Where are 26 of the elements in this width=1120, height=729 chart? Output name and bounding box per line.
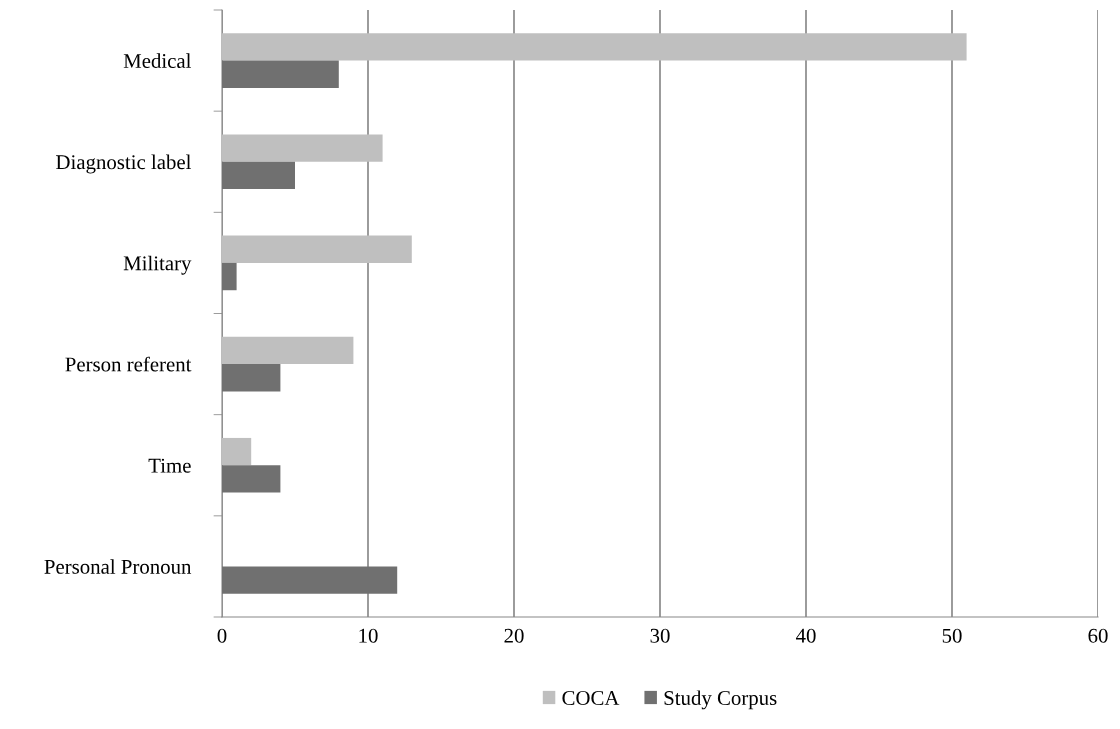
x-tick-label: 10	[359, 628, 378, 643]
x-tick-label: 60	[1088, 628, 1108, 643]
x-tick-label: 30	[650, 628, 670, 643]
y-tick-label: Diagnostic label	[56, 154, 192, 174]
x-tick-label: 40	[795, 628, 816, 643]
x-tick-label: 0	[217, 628, 227, 643]
x-tick-label: 50	[942, 628, 962, 643]
y-tick-label: Personal Pronoun	[44, 559, 192, 574]
x-tick-label: 20	[504, 628, 524, 643]
bar	[222, 364, 281, 392]
bar	[222, 262, 237, 291]
y-tick-label: Time	[148, 458, 191, 473]
y-tick-label: Medical	[123, 53, 192, 69]
legend-label: Study Corpus	[664, 690, 777, 710]
bar	[222, 134, 383, 162]
y-tick-label: Person referent	[65, 356, 192, 372]
bar	[222, 437, 252, 466]
bar	[222, 235, 412, 263]
bar	[222, 336, 354, 365]
bar	[222, 60, 339, 88]
bar	[222, 161, 295, 190]
y-tick-label: Military	[123, 255, 192, 275]
bar	[222, 33, 967, 61]
bar	[222, 465, 281, 493]
legend-label: COCA	[562, 691, 620, 706]
bar	[222, 566, 398, 594]
